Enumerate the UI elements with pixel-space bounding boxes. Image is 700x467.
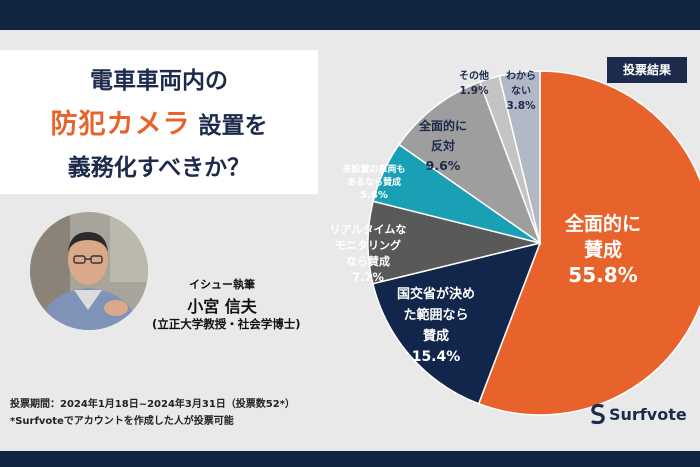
slice-label: その他 — [459, 69, 489, 82]
slice-value-label: 15.4% — [412, 349, 461, 365]
logo-text: Surfvote — [609, 404, 687, 424]
bottom-band — [0, 451, 700, 467]
slice-value-label: 7.7% — [352, 270, 384, 284]
slice-label: なら賛成 — [346, 254, 390, 268]
title-line-2-rest: 設置を — [198, 113, 268, 139]
results-badge: 投票結果 — [607, 57, 687, 83]
author-name: 小宮 信夫 — [187, 297, 257, 316]
slice-label: 反対 — [431, 138, 455, 153]
title-line-1: 電車車両内の — [90, 68, 228, 94]
pie-slice — [371, 241, 542, 405]
eligibility-note: *Surfvoteでアカウントを作成した人が投票可能 — [10, 416, 234, 427]
pie-slice — [498, 70, 541, 244]
slice-value-label: 9.6% — [426, 158, 461, 173]
slice-label: 全面的に — [418, 118, 467, 133]
slice-label: 国交省が決め — [397, 286, 475, 302]
title-line-2: 防犯カメラ 設置を — [0, 102, 318, 141]
slice-label: 賛成 — [584, 238, 622, 261]
author-affiliation: (立正大学教授・社会学博士) — [152, 317, 301, 331]
slice-label: 未設置の車両も — [341, 163, 405, 175]
slice-label: 賛成 — [423, 328, 449, 344]
title-highlight: 防犯カメラ — [50, 109, 191, 140]
top-band — [0, 0, 700, 30]
voting-period: 投票期間：2024年1月18日~2024年3月31日（投票数52*） — [10, 399, 295, 410]
pie-slice — [477, 70, 700, 416]
author-role: イシュー執筆 — [189, 278, 255, 291]
slice-label: モニタリング — [335, 238, 401, 252]
slice-value-label: 55.8% — [568, 263, 637, 287]
slice-label: あるなら賛成 — [347, 176, 401, 188]
title-box: 電車車両内の 防犯カメラ 設置を 義務化すべきか？ — [0, 50, 318, 194]
slice-value-label: 1.9% — [459, 85, 489, 97]
slice-value-label: 5.8% — [360, 190, 388, 201]
slice-value-label: 3.8% — [506, 100, 536, 112]
slice-label: ない — [511, 85, 531, 97]
surfvote-logo-icon — [591, 403, 605, 425]
slice-label: わから — [506, 70, 536, 82]
slice-label: リアルタイムな — [330, 223, 407, 236]
surfvote-logo: Surfvote — [590, 402, 687, 426]
pie-slice — [397, 80, 542, 245]
slice-label: た範囲なら — [403, 307, 468, 323]
slice-label: 全面的に — [564, 212, 641, 235]
title-line-3: 義務化すべきか？ — [67, 155, 251, 181]
